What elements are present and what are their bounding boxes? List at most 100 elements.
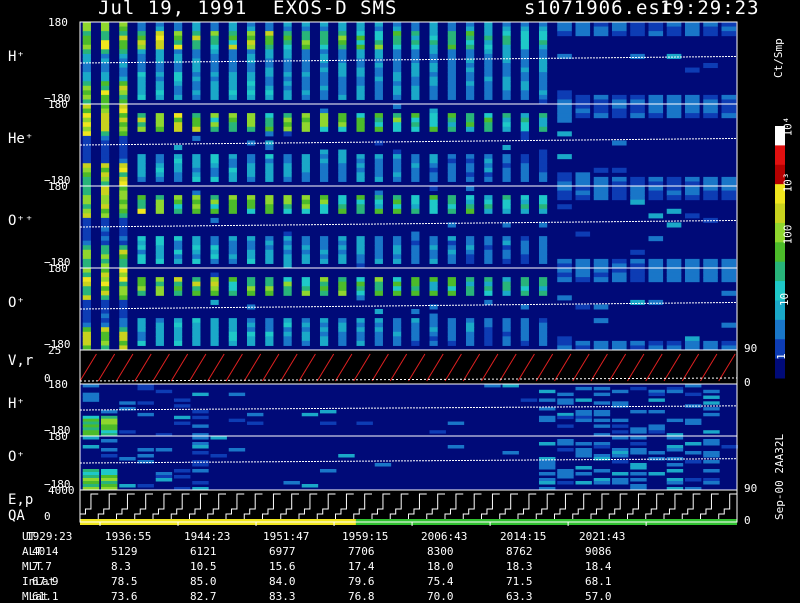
spectrogram-cell (593, 113, 609, 119)
spectrogram-cell (283, 245, 292, 251)
spectrogram-cell (447, 176, 456, 182)
spectrogram-cell (283, 236, 292, 242)
spectrogram-cell (611, 104, 627, 110)
spectrogram-cell (301, 81, 310, 87)
spectrogram-cell (228, 53, 237, 59)
spectrogram-cell (82, 254, 91, 260)
spectrogram-cell (246, 254, 256, 260)
spectrogram-cell (538, 240, 548, 246)
spectrogram-cell (520, 26, 529, 32)
spectrogram-cell (703, 190, 718, 196)
spectrogram-cell (648, 277, 664, 283)
spectrogram-cell (119, 195, 128, 201)
spectrogram-cell (630, 340, 645, 346)
ut-value: 7.7 (32, 560, 52, 573)
ut-row-label: UT (22, 530, 36, 543)
spectrogram-cell (338, 40, 347, 46)
spectrogram-cell (246, 122, 256, 128)
spectrogram-cell (246, 117, 256, 123)
spectrogram-cell (648, 410, 665, 414)
spectrogram-cell (447, 158, 456, 164)
spectrogram-cell (100, 190, 110, 196)
panel-label: O⁺ (8, 449, 25, 465)
spectrogram-cell (82, 240, 91, 246)
spectrogram-cell (411, 113, 420, 119)
spectrogram-cell (666, 26, 682, 32)
spectrogram-cell (319, 245, 329, 251)
vr-sawtooth (79, 353, 736, 382)
spectrogram-cell (82, 487, 100, 491)
spectrogram-cell (392, 76, 402, 82)
spectrogram-cell (593, 445, 611, 449)
spectrogram-cell (374, 236, 383, 242)
spectrogram-cell (538, 457, 556, 461)
spectrogram-cell (265, 245, 274, 251)
colorbar-segment (775, 242, 785, 263)
spectrogram-cell (82, 190, 91, 196)
spectrogram-cell (100, 318, 110, 324)
spectrogram-cell (82, 94, 91, 100)
spectrogram-cell (611, 258, 627, 264)
spectrogram-cell (575, 99, 591, 105)
spectrogram-cell (447, 63, 456, 69)
spectrogram-cell (155, 22, 164, 28)
spectrogram-cell (192, 67, 201, 73)
spectrogram-cell (484, 208, 493, 214)
spectrogram-cell (611, 451, 629, 455)
spectrogram-cell (119, 322, 128, 328)
spectrogram-cell (374, 81, 383, 87)
spectrogram-cell (538, 158, 548, 164)
spectrogram-cell (319, 63, 329, 69)
spectrogram-cell (82, 176, 91, 182)
spectrogram-cell (173, 145, 183, 151)
spectrogram-cell (465, 126, 475, 132)
spectrogram-cell (538, 249, 548, 255)
spectrogram-cell (283, 117, 292, 123)
spectrogram-cell (137, 58, 146, 64)
spectrogram-cell (137, 199, 146, 205)
spectrogram-cell (703, 94, 718, 100)
spectrogram-cell (703, 451, 720, 455)
spectrogram-cell (137, 126, 146, 132)
spectrogram-cell (210, 290, 219, 296)
spectrogram-cell (721, 268, 737, 274)
spectrogram-cell (246, 49, 256, 55)
spectrogram-cell (82, 304, 91, 310)
spectrogram-cell (703, 31, 718, 37)
spectrogram-cell (392, 31, 402, 37)
spectrogram-cell (192, 113, 201, 119)
spectrogram-cell (283, 90, 292, 96)
spectrogram-cell (630, 113, 645, 119)
spectrogram-cell (429, 172, 438, 178)
spectrogram-cell (703, 63, 718, 69)
colorbar-segment (775, 319, 785, 340)
spectrogram-cell (246, 208, 256, 214)
spectrogram-cell (82, 213, 91, 219)
spectrogram-cell (137, 249, 146, 255)
spectrogram-cell (265, 113, 274, 119)
spectrogram-cell (392, 22, 402, 28)
spectrogram-cell (246, 240, 256, 246)
spectrogram-cell (173, 290, 183, 296)
spectrogram-cell (173, 122, 183, 128)
spectrogram-cell (520, 199, 529, 205)
spectrogram-cell (192, 254, 201, 260)
spectrogram-cell (465, 53, 475, 59)
spectrogram-cell (392, 199, 402, 205)
spectrogram-cell (119, 35, 128, 41)
spectrogram-cell (119, 204, 128, 210)
spectrogram-cell (265, 163, 274, 169)
spectrogram-cell (502, 384, 519, 388)
spectrogram-cell (265, 145, 274, 151)
spectrogram-cell (593, 433, 611, 437)
spectrogram-cell (392, 163, 402, 169)
spectrogram-cell (502, 236, 511, 242)
spectrogram-cell (684, 67, 700, 73)
spectrogram-cell (447, 277, 456, 283)
spectrogram-cell (557, 401, 574, 405)
spectrogram-cell (319, 254, 329, 260)
spectrogram-cell (228, 113, 237, 119)
spectrogram-cell (447, 85, 456, 91)
spectrogram-cell (648, 451, 665, 455)
spectrogram-cell (100, 58, 110, 64)
